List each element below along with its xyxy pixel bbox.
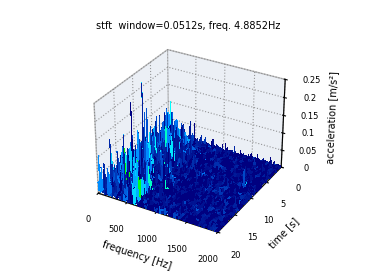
X-axis label: frequency [Hz]: frequency [Hz]: [101, 240, 172, 272]
Y-axis label: time [s]: time [s]: [267, 215, 301, 250]
Title: stft  window=0.0512s, freq. 4.8852Hz: stft window=0.0512s, freq. 4.8852Hz: [96, 21, 281, 31]
